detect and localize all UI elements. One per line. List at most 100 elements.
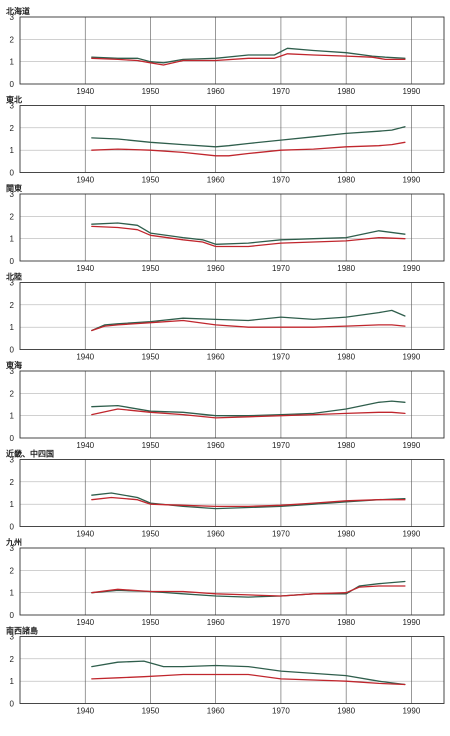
x-tick-label: 1960 bbox=[207, 176, 225, 185]
x-tick-label: 1950 bbox=[142, 176, 160, 185]
x-tick-label: 1960 bbox=[207, 441, 225, 450]
panel-title: 東北 bbox=[6, 95, 22, 105]
x-tick-label: 1950 bbox=[142, 264, 160, 273]
x-tick-label: 1990 bbox=[402, 441, 420, 450]
x-tick-label: 1960 bbox=[207, 530, 225, 539]
panel-title: 東海 bbox=[6, 360, 22, 370]
y-tick-label: 0 bbox=[10, 611, 15, 620]
y-tick-label: 1 bbox=[10, 58, 15, 67]
y-tick-label: 2 bbox=[10, 389, 15, 398]
x-tick-label: 1960 bbox=[207, 707, 225, 716]
plot-frame bbox=[19, 105, 445, 173]
y-tick-label: 0 bbox=[10, 80, 15, 89]
x-tick-label: 1960 bbox=[207, 618, 225, 627]
x-tick-label: 1970 bbox=[272, 441, 290, 450]
x-tick-label: 1990 bbox=[402, 264, 420, 273]
y-tick-label: 1 bbox=[10, 677, 15, 686]
x-tick-label: 1980 bbox=[337, 618, 355, 627]
red-series-line bbox=[91, 585, 406, 597]
x-tick-label: 1980 bbox=[337, 441, 355, 450]
x-tick-label: 1970 bbox=[272, 176, 290, 185]
x-tick-label: 1990 bbox=[402, 353, 420, 362]
red-series-line bbox=[91, 673, 406, 686]
region-panel-0: 北海道 0 1 2 3 1940 1950 1960 1970 1980 1990 bbox=[6, 6, 445, 96]
x-tick-label: 1990 bbox=[402, 530, 420, 539]
x-tick-label: 1990 bbox=[402, 707, 420, 716]
green-series-line bbox=[91, 222, 406, 245]
red-series-line bbox=[91, 496, 406, 508]
region-panel-5: 近畿、中四国 0 1 2 3 1940 1950 1960 1970 1980 1990 bbox=[6, 449, 445, 539]
plot-frame bbox=[19, 370, 445, 439]
y-tick-label: 2 bbox=[10, 124, 15, 133]
green-series-line bbox=[91, 309, 406, 332]
green-series-line bbox=[91, 47, 406, 64]
x-tick-label: 1940 bbox=[76, 707, 94, 716]
x-tick-label: 1990 bbox=[402, 618, 420, 627]
plot-frame bbox=[19, 547, 445, 616]
green-series-line bbox=[91, 492, 406, 510]
y-tick-label: 1 bbox=[10, 146, 15, 155]
y-tick-label: 1 bbox=[10, 500, 15, 509]
region-panel-1: 東北 0 1 2 3 1940 1950 1960 1970 1980 1990 bbox=[6, 95, 445, 185]
y-tick-label: 0 bbox=[10, 523, 15, 532]
x-tick-label: 1960 bbox=[207, 87, 225, 96]
plot-frame bbox=[19, 459, 445, 527]
y-tick-label: 3 bbox=[10, 456, 15, 465]
x-tick-label: 1990 bbox=[402, 87, 420, 96]
red-series-line bbox=[91, 53, 406, 66]
y-tick-label: 2 bbox=[10, 478, 15, 487]
y-tick-label: 1 bbox=[10, 235, 15, 244]
x-tick-label: 1970 bbox=[272, 264, 290, 273]
y-tick-label: 2 bbox=[10, 35, 15, 44]
x-tick-label: 1970 bbox=[272, 353, 290, 362]
red-series-line bbox=[91, 319, 406, 332]
x-tick-label: 1990 bbox=[402, 176, 420, 185]
x-tick-label: 1980 bbox=[337, 176, 355, 185]
x-tick-label: 1950 bbox=[142, 618, 160, 627]
region-panel-4: 東海 0 1 2 3 1940 1950 1960 1970 1980 1990 bbox=[6, 360, 445, 450]
x-tick-label: 1950 bbox=[142, 87, 160, 96]
x-tick-label: 1940 bbox=[76, 530, 94, 539]
panel-title: 九州 bbox=[5, 537, 22, 547]
x-tick-label: 1960 bbox=[207, 353, 225, 362]
green-series-line bbox=[91, 126, 406, 148]
x-tick-label: 1980 bbox=[337, 530, 355, 539]
panel-title: 南西諸島 bbox=[6, 626, 38, 636]
x-tick-label: 1940 bbox=[76, 441, 94, 450]
x-tick-label: 1980 bbox=[337, 87, 355, 96]
x-tick-label: 1970 bbox=[272, 530, 290, 539]
x-tick-label: 1950 bbox=[142, 353, 160, 362]
y-tick-label: 0 bbox=[10, 169, 15, 178]
red-series-line bbox=[91, 408, 406, 419]
y-tick-label: 0 bbox=[10, 346, 15, 355]
y-tick-label: 3 bbox=[10, 102, 15, 111]
plot-frame bbox=[19, 636, 445, 704]
x-tick-label: 1960 bbox=[207, 264, 225, 273]
region-panel-2: 関東 0 1 2 3 1940 1950 1960 1970 1980 1990 bbox=[6, 183, 445, 273]
plot-frame bbox=[19, 193, 445, 262]
x-tick-label: 1980 bbox=[337, 707, 355, 716]
x-tick-label: 1970 bbox=[272, 707, 290, 716]
red-series-line bbox=[91, 141, 406, 157]
y-tick-label: 0 bbox=[10, 434, 15, 443]
x-tick-label: 1950 bbox=[142, 441, 160, 450]
y-tick-label: 3 bbox=[10, 13, 15, 22]
x-tick-label: 1980 bbox=[337, 264, 355, 273]
x-tick-label: 1970 bbox=[272, 618, 290, 627]
y-tick-label: 3 bbox=[10, 190, 15, 199]
x-tick-label: 1940 bbox=[76, 618, 94, 627]
region-panel-6: 九州 0 1 2 3 1940 1950 1960 1970 1980 1990 bbox=[5, 537, 445, 627]
region-panel-7: 南西諸島 0 1 2 3 1940 1950 1960 1970 1980 1990 bbox=[6, 626, 445, 716]
panel-title: 北海道 bbox=[6, 6, 30, 16]
y-tick-label: 1 bbox=[10, 589, 15, 598]
red-series-line bbox=[91, 225, 406, 248]
y-tick-label: 3 bbox=[10, 279, 15, 288]
y-tick-label: 2 bbox=[10, 301, 15, 310]
plot-frame bbox=[19, 16, 445, 85]
panel-title: 関東 bbox=[6, 183, 22, 193]
y-tick-label: 3 bbox=[10, 367, 15, 376]
region-panel-3: 北陸 0 1 2 3 1940 1950 1960 1970 1980 1990 bbox=[6, 272, 445, 362]
y-tick-label: 0 bbox=[10, 257, 15, 266]
green-series-line bbox=[91, 400, 406, 417]
